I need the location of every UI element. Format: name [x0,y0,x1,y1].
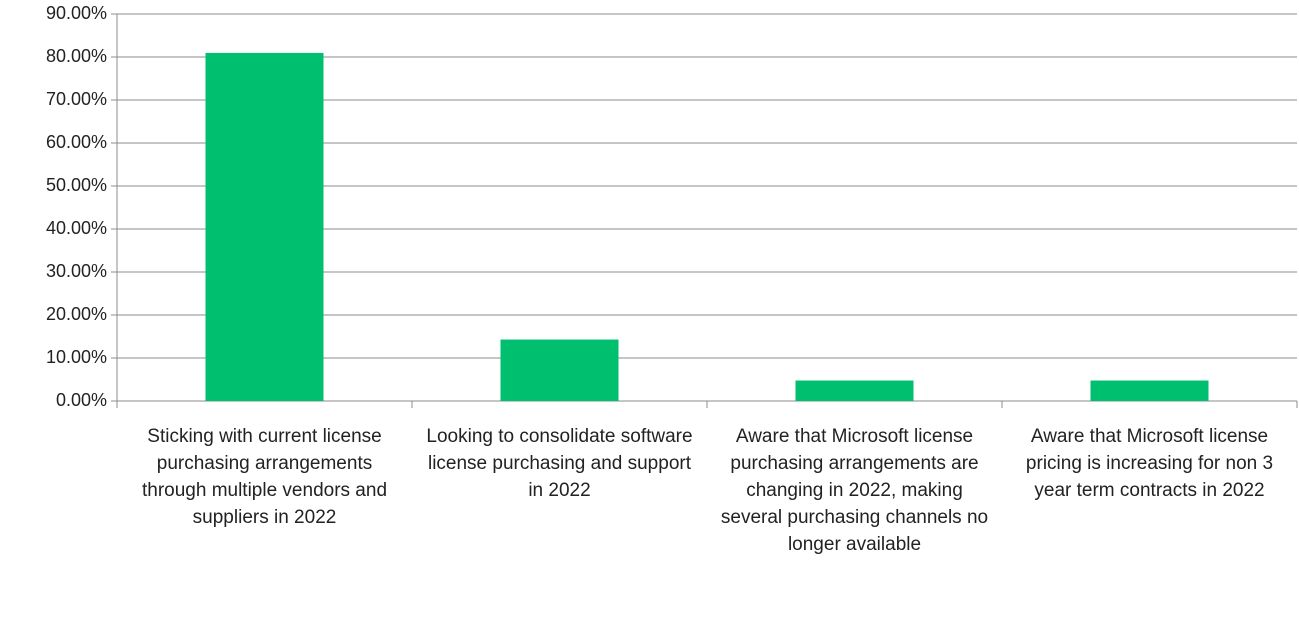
y-tick-label: 20.00% [46,304,107,324]
x-tick-label: Aware that Microsoft license pricing is … [1025,426,1274,501]
y-tick-label: 80.00% [46,46,107,66]
bar [1090,380,1209,401]
bar [795,380,914,401]
bar [205,52,324,401]
bar [500,339,619,401]
y-tick-label: 90.00% [46,3,107,23]
y-tick-label: 30.00% [46,261,107,281]
x-tick-label: Aware that Microsoft license purchasing … [720,426,989,555]
y-tick-label: 40.00% [46,218,107,238]
x-tick-label: Looking to consolidate software license … [426,426,693,501]
y-tick-label: 70.00% [46,89,107,109]
y-tick-label: 10.00% [46,347,107,367]
y-tick-label: 60.00% [46,132,107,152]
x-tick-label: Sticking with current license purchasing… [141,426,388,528]
y-tick-label: 50.00% [46,175,107,195]
y-tick-label: 0.00% [56,390,107,410]
